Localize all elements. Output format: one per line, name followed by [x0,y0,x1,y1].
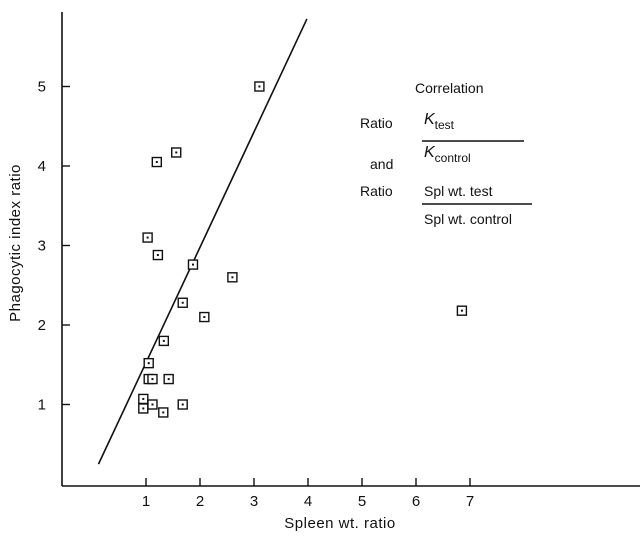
y-tick-label: 2 [38,317,46,334]
data-point [147,399,158,410]
data-point [187,259,199,270]
k-control-denominator: Kcontrol [424,144,471,165]
data-points [138,81,468,418]
data-point [158,407,169,418]
y-tick-label: 3 [38,238,46,255]
x-tick-label: 6 [412,493,420,510]
x-tick-label: 4 [304,493,312,510]
data-point [177,297,188,308]
x-tick-label: 2 [196,493,204,510]
x-tick-label: 7 [466,493,474,510]
annotation-ratio-label-1: Ratio [360,115,393,131]
y-tick-label: 1 [38,397,46,414]
data-point [138,393,149,405]
spl-test-numerator: Spl wt. test [424,183,493,199]
x-axis-title: Spleen wt. ratio [284,515,395,532]
data-point [177,399,188,410]
x-tick-label: 3 [250,493,258,510]
data-point [152,249,164,261]
k-test-numerator: Ktest [424,111,455,132]
regression-line [97,18,308,465]
data-point [138,403,149,414]
axis-ticks: 1 2 3 4 5 6 7 1 2 3 4 5 [38,79,475,511]
data-point [142,232,153,243]
data-point [151,156,163,168]
data-point [254,81,265,92]
y-tick-label: 5 [38,79,46,96]
annotation-title: Correlation [415,80,483,96]
y-tick-label: 4 [38,158,46,175]
data-point [158,335,170,347]
data-point [456,305,468,316]
x-tick-label: 1 [142,493,150,510]
data-point [163,373,174,385]
data-point [143,357,154,369]
y-axis-title: Phagocytic index ratio [7,164,24,322]
x-tick-label: 5 [358,493,366,510]
annotation-and-label: and [370,156,393,172]
spl-control-denominator: Spl wt. control [424,211,512,227]
data-point [227,272,238,283]
axes [61,12,640,487]
data-point [171,147,182,158]
data-point [199,311,210,323]
correlation-annotation: Correlation Ratio Ktest Kcontrol and Rat… [360,80,532,227]
annotation-ratio-label-2: Ratio [360,183,393,199]
data-point [147,373,158,385]
